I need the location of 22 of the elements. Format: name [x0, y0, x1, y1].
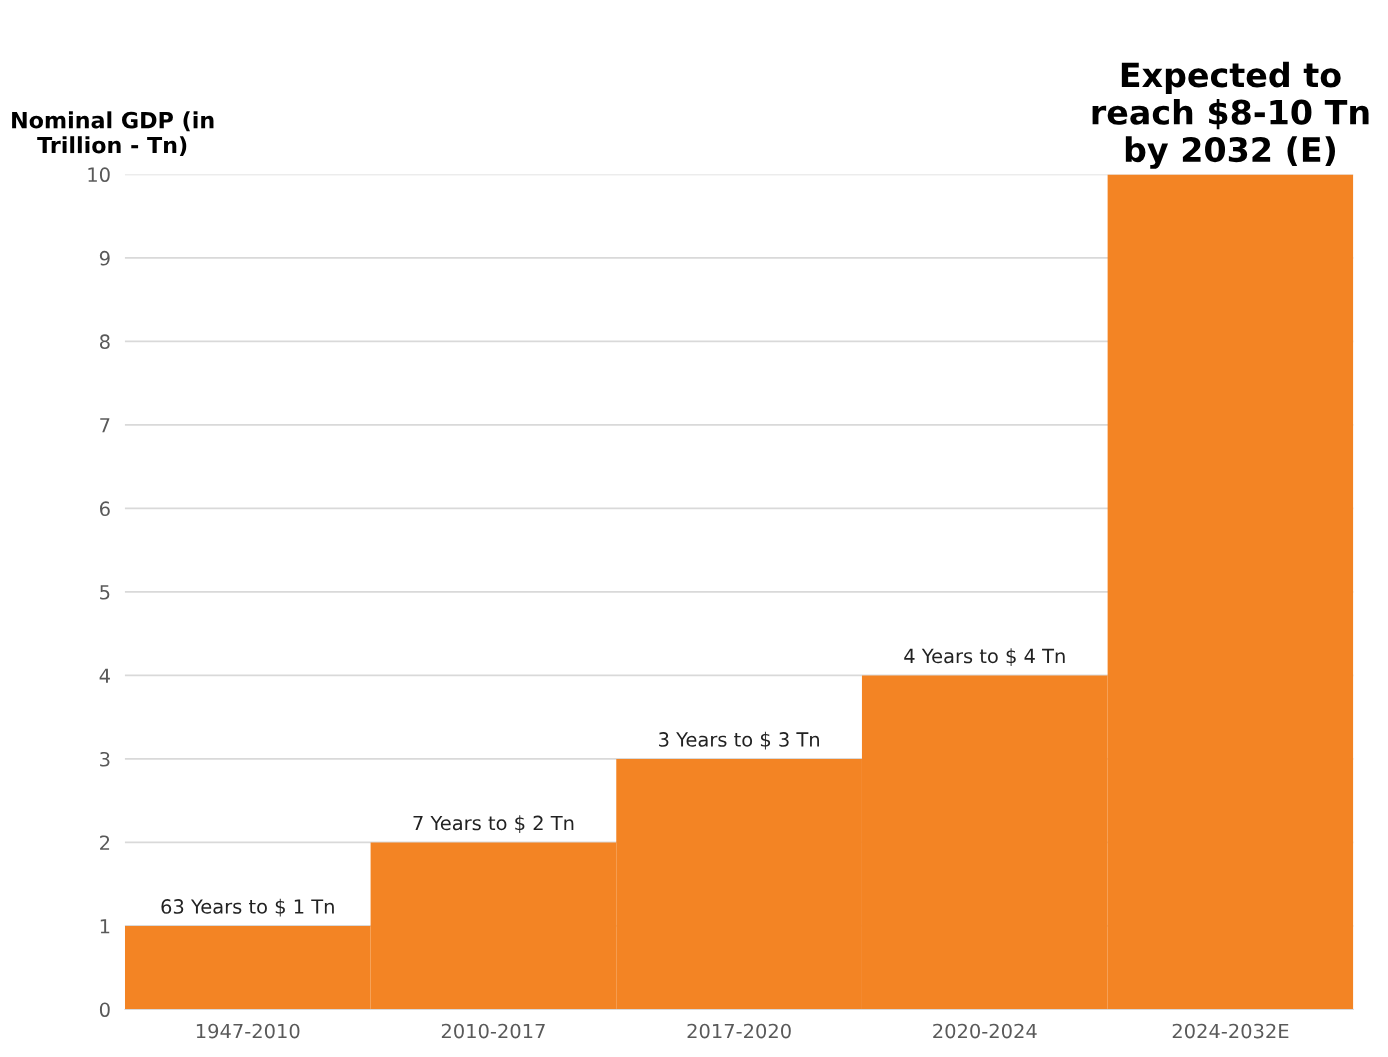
x-tick-label: 2024-2032E: [1172, 1023, 1289, 1039]
y-tick-label: 9: [99, 250, 110, 266]
y-tick-label: 5: [100, 585, 110, 600]
data-label: 4 Years to $ 4 Tn: [904, 648, 1065, 666]
data-label: 63 Years to $ 1 Tn: [161, 898, 334, 917]
data-label: 7 Years to $ 2 Tn: [413, 815, 574, 833]
y-axis-title: Nominal GDP (in Trillion - Tn): [12, 111, 214, 157]
y-tick-label: 2: [100, 835, 110, 850]
y-tick-label: 0: [99, 1002, 110, 1018]
data-label: 3 Years to $ 3 Tn: [659, 731, 819, 750]
x-tick-label: 1947-2010: [196, 1023, 300, 1039]
y-tick-label: 10: [88, 167, 110, 183]
y-tick-label: 4: [99, 668, 110, 683]
annotation: Expected to reach $8-10 Tn by 2032 (E): [1092, 61, 1369, 169]
x-tick-label: 2017-2020: [687, 1023, 791, 1039]
y-tick-label: 3: [100, 751, 110, 767]
x-tick-label: 2020-2024: [933, 1023, 1037, 1039]
y-tick-label: 1: [100, 919, 110, 934]
x-tick-label: 2010-2017: [441, 1023, 545, 1039]
y-tick-label: 7: [100, 418, 110, 433]
y-tick-label: 8: [99, 334, 110, 350]
y-tick-label: 6: [100, 501, 110, 517]
